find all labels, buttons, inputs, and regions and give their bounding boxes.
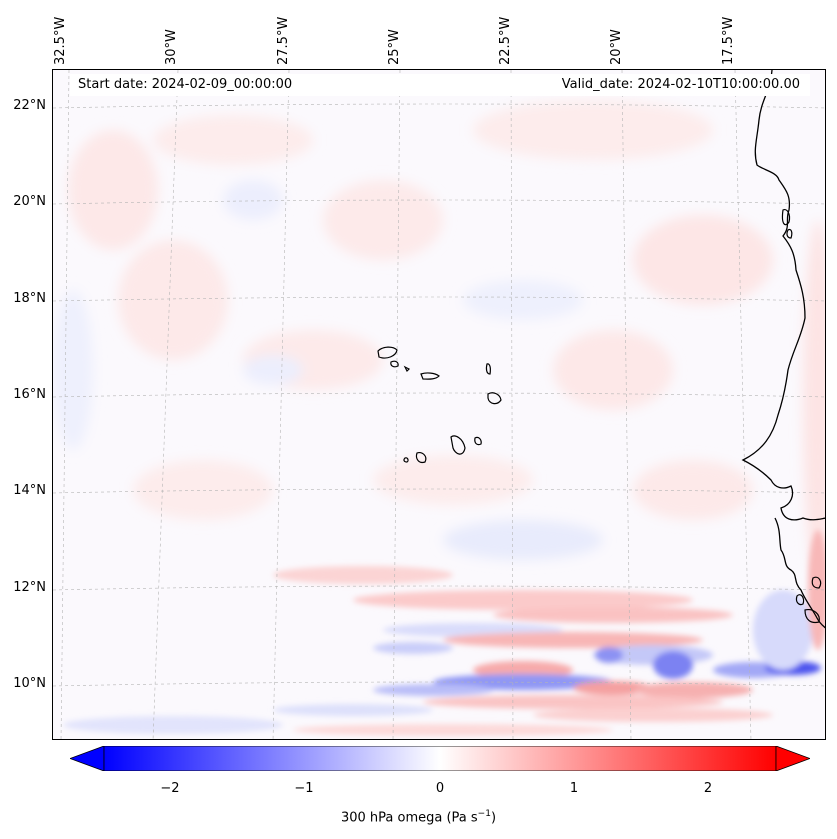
colorbar-label-sup: −1 [477, 809, 491, 819]
lat-label-16n: 16°N [13, 387, 46, 402]
lat-label-10n: 10°N [13, 676, 46, 691]
colorbar-tick-2: 2 [703, 781, 713, 796]
lat-label-20n: 20°N [13, 194, 46, 209]
lat-label-18n: 18°N [13, 291, 46, 306]
valid-date-text: Valid_date: 2024-02-10T10:00:00.00 [561, 77, 800, 92]
colorbar-tick-neg2: −2 [160, 781, 180, 796]
coastline-africa [741, 70, 825, 629]
colorbar-tick-neg1: −1 [294, 781, 314, 796]
cape-verde-islands [377, 346, 502, 464]
colorbar-tick-0: 0 [435, 781, 445, 796]
lon-label-22-5w: 22.5°W [498, 16, 513, 65]
lon-label-32-5w: 32.5°W [53, 16, 68, 65]
lon-label-25w: 25°W [387, 29, 402, 65]
lat-label-22n: 22°N [13, 98, 46, 113]
colorbar-extend-max [775, 746, 810, 771]
map-panel [52, 69, 826, 740]
colorbar [70, 746, 810, 771]
colorbar-label-end: ) [490, 810, 497, 826]
field-strong-bands [63, 530, 825, 736]
lat-label-12n: 12°N [13, 580, 46, 595]
colorbar-gradient [103, 746, 777, 771]
lon-label-20w: 20°W [609, 29, 624, 65]
field-weak-patches [53, 100, 825, 580]
lon-label-17-5w: 17.5°W [721, 16, 736, 65]
lat-label-14n: 14°N [13, 483, 46, 498]
colorbar-extend-min [70, 746, 105, 771]
colorbar-label: 300 hPa omega (Pa s−1) [0, 809, 837, 825]
colorbar-tick-1: 1 [569, 781, 579, 796]
graticule [53, 70, 825, 739]
omega-field-map [53, 70, 825, 739]
colorbar-label-text: 300 hPa omega (Pa s [340, 810, 478, 826]
start-date-text: Start date: 2024-02-09_00:00:00 [78, 77, 293, 92]
coastline-africa-islands [781, 209, 822, 624]
field-background [53, 70, 825, 739]
lon-label-27-5w: 27.5°W [276, 16, 291, 65]
header-strip: Start date: 2024-02-09_00:00:00 Valid_da… [70, 74, 810, 96]
lon-label-30w: 30°W [164, 29, 179, 65]
